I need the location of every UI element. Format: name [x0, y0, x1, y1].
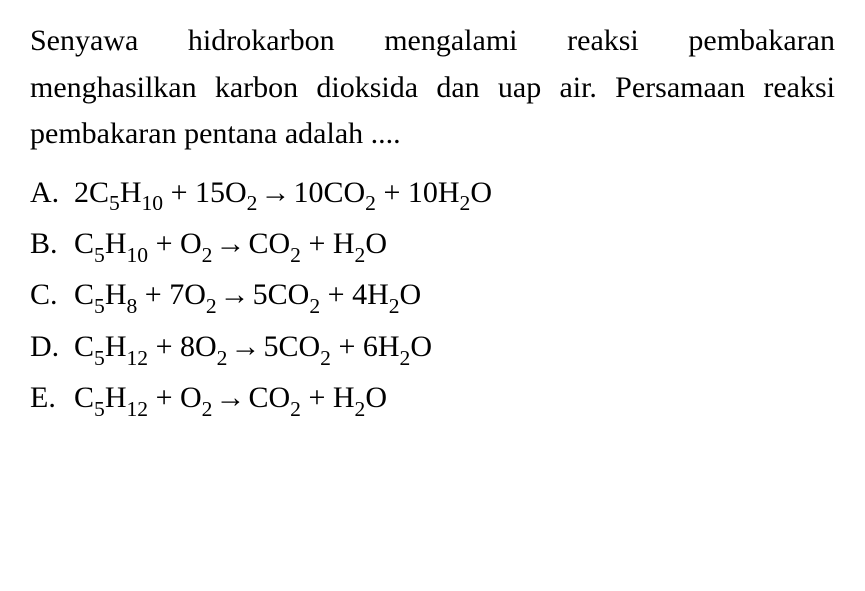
sub-h: 12	[126, 346, 148, 370]
plus: +	[148, 381, 180, 414]
sub-c: 5	[94, 346, 105, 370]
elem-c: C	[89, 176, 109, 209]
elem-co: CO	[323, 176, 365, 209]
coef: 5	[253, 278, 268, 311]
elem-co: CO	[248, 227, 290, 260]
elem-co: CO	[248, 381, 290, 414]
elem-h: H	[105, 381, 127, 414]
option-equation: C5H12 + O2→CO2 + H2O	[74, 375, 835, 424]
sub-h: 12	[126, 397, 148, 421]
coef: 10	[408, 176, 438, 209]
sub-o: 2	[202, 397, 213, 421]
question-text: Senyawa hidrokarbon mengalami reaksi pem…	[30, 18, 835, 158]
coef: 15	[195, 176, 225, 209]
coef: 7	[169, 278, 184, 311]
coef: 2	[74, 176, 89, 209]
coef: 4	[352, 278, 367, 311]
plus: +	[301, 227, 333, 260]
elem-o: O	[180, 227, 202, 260]
option-equation: C5H12 + 8O2→5CO2 + 6H2O	[74, 324, 835, 373]
sub-co2: 2	[290, 243, 301, 267]
elem-h: H	[378, 330, 400, 363]
elem-co: CO	[278, 330, 320, 363]
elem-h: H	[367, 278, 389, 311]
option-equation: 2C5H10 + 15O2→10CO2 + 10H2O	[74, 170, 835, 219]
option-letter: C.	[30, 272, 74, 321]
coef: 10	[293, 176, 323, 209]
options-list: A. 2C5H10 + 15O2→10CO2 + 10H2O B. C5H10 …	[30, 170, 835, 425]
sub-h2o: 2	[355, 397, 366, 421]
plus: +	[148, 330, 180, 363]
elem-o: O	[180, 381, 202, 414]
coef: 5	[263, 330, 278, 363]
option-equation: C5H10 + O2→CO2 + H2O	[74, 221, 835, 270]
sub-co2: 2	[290, 397, 301, 421]
elem-h: H	[105, 278, 127, 311]
option-b: B. C5H10 + O2→CO2 + H2O	[30, 221, 835, 270]
sub-co2: 2	[320, 346, 331, 370]
option-d: D. C5H12 + 8O2→5CO2 + 6H2O	[30, 324, 835, 373]
sub-co2: 2	[309, 294, 320, 318]
elem-c: C	[74, 227, 94, 260]
elem-o: O	[225, 176, 247, 209]
plus: +	[320, 278, 352, 311]
sub-c: 5	[94, 397, 105, 421]
sub-h2o: 2	[355, 243, 366, 267]
arrow-icon: →	[257, 176, 293, 209]
elem-o: O	[195, 330, 217, 363]
elem-h: H	[333, 381, 355, 414]
option-letter: A.	[30, 170, 74, 219]
arrow-icon: →	[212, 227, 248, 260]
exam-question-block: Senyawa hidrokarbon mengalami reaksi pem…	[0, 0, 865, 445]
sub-h2o: 2	[460, 191, 471, 215]
sub-c: 5	[94, 243, 105, 267]
sub-o: 2	[206, 294, 217, 318]
elem-c: C	[74, 278, 94, 311]
plus: +	[331, 330, 363, 363]
sub-h: 10	[141, 191, 163, 215]
elem-h: H	[438, 176, 460, 209]
elem-o: O	[365, 227, 387, 260]
elem-o: O	[184, 278, 206, 311]
elem-o: O	[400, 278, 422, 311]
option-equation: C5H8 + 7O2→5CO2 + 4H2O	[74, 272, 835, 321]
sub-co2: 2	[365, 191, 376, 215]
arrow-icon: →	[227, 330, 263, 363]
option-a: A. 2C5H10 + 15O2→10CO2 + 10H2O	[30, 170, 835, 219]
elem-h: H	[333, 227, 355, 260]
elem-o: O	[470, 176, 492, 209]
arrow-icon: →	[217, 278, 253, 311]
elem-o: O	[410, 330, 432, 363]
sub-h: 10	[126, 243, 148, 267]
coef: 8	[180, 330, 195, 363]
elem-c: C	[74, 330, 94, 363]
arrow-icon: →	[212, 381, 248, 414]
plus: +	[301, 381, 333, 414]
sub-o: 2	[202, 243, 213, 267]
sub-o: 2	[217, 346, 228, 370]
sub-h2o: 2	[389, 294, 400, 318]
option-letter: D.	[30, 324, 74, 373]
sub-h2o: 2	[400, 346, 411, 370]
elem-o: O	[365, 381, 387, 414]
sub-o: 2	[247, 191, 258, 215]
option-letter: B.	[30, 221, 74, 270]
option-letter: E.	[30, 375, 74, 424]
plus: +	[148, 227, 180, 260]
sub-h: 8	[126, 294, 137, 318]
sub-c: 5	[109, 191, 120, 215]
plus: +	[163, 176, 195, 209]
elem-c: C	[74, 381, 94, 414]
plus: +	[376, 176, 408, 209]
elem-h: H	[120, 176, 142, 209]
coef: 6	[363, 330, 378, 363]
option-c: C. C5H8 + 7O2→5CO2 + 4H2O	[30, 272, 835, 321]
plus: +	[137, 278, 169, 311]
elem-co: CO	[268, 278, 310, 311]
option-e: E. C5H12 + O2→CO2 + H2O	[30, 375, 835, 424]
elem-h: H	[105, 227, 127, 260]
sub-c: 5	[94, 294, 105, 318]
elem-h: H	[105, 330, 127, 363]
